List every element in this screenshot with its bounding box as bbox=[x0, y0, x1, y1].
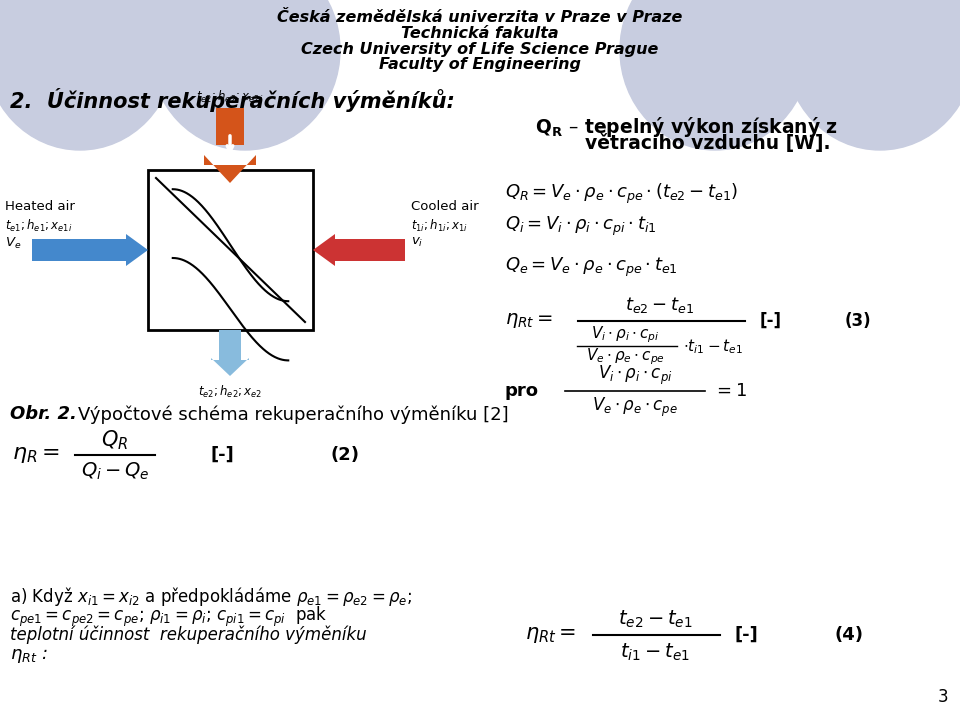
Text: Czech University of Life Science Prague: Czech University of Life Science Prague bbox=[301, 42, 659, 57]
FancyArrow shape bbox=[204, 155, 256, 183]
Text: $= 1$: $= 1$ bbox=[713, 382, 747, 400]
Text: $V_i \cdot\rho_i \cdot c_{pi}$: $V_i \cdot\rho_i \cdot c_{pi}$ bbox=[590, 325, 660, 345]
Bar bbox=[216, 108, 244, 145]
Text: (3): (3) bbox=[845, 312, 872, 330]
Text: [-]: [-] bbox=[735, 626, 758, 644]
Ellipse shape bbox=[620, 0, 810, 150]
Text: $t_{e2}; h_{e2}; x_{e2}$: $t_{e2}; h_{e2}; x_{e2}$ bbox=[198, 384, 262, 400]
Text: $\cdot t_{i1} - t_{e1}$: $\cdot t_{i1} - t_{e1}$ bbox=[683, 337, 743, 356]
Text: [-]: [-] bbox=[760, 312, 782, 330]
Bar bbox=[80, 240, 105, 260]
Text: $t_{i1} - t_{e1}$: $t_{i1} - t_{e1}$ bbox=[620, 641, 690, 663]
Text: Výpočtové schéma rekuperačního výměníku [2]: Výpočtové schéma rekuperačního výměníku … bbox=[78, 405, 509, 424]
Text: $V_e$: $V_e$ bbox=[5, 236, 21, 251]
Text: $v_i$: $v_i$ bbox=[411, 236, 423, 249]
Text: větracího vzduchu [W].: větracího vzduchu [W]. bbox=[585, 134, 830, 153]
FancyArrow shape bbox=[313, 234, 405, 266]
FancyArrow shape bbox=[211, 358, 249, 376]
Bar bbox=[219, 330, 241, 362]
Text: $Q_e = V_e \cdot\rho_e \cdot c_{pe} \cdot t_{e1}$: $Q_e = V_e \cdot\rho_e \cdot c_{pe} \cdo… bbox=[505, 256, 678, 279]
Text: $c_{pe1} = c_{pe2} = c_{pe}$; $\rho_{i1} = \rho_i$; $c_{pi1} = c_{pi}$  pak: $c_{pe1} = c_{pe2} = c_{pe}$; $\rho_{i1}… bbox=[10, 605, 327, 629]
Text: Faculty of Engineering: Faculty of Engineering bbox=[379, 57, 581, 72]
Bar bbox=[338, 240, 380, 260]
Text: (4): (4) bbox=[835, 626, 864, 644]
Text: Heated air: Heated air bbox=[5, 200, 75, 213]
Text: $\eta_{Rt}$ :: $\eta_{Rt}$ : bbox=[10, 647, 48, 665]
FancyArrow shape bbox=[32, 234, 148, 266]
Text: $t_{e2} - t_{e1}$: $t_{e2} - t_{e1}$ bbox=[626, 295, 694, 315]
Ellipse shape bbox=[0, 0, 175, 150]
Text: a) Když $x_{i1} = x_{i2}$ a předpokládáme $\rho_{e1} = \rho_{e2} = \rho_e$;: a) Když $x_{i1} = x_{i2}$ a předpokládám… bbox=[10, 585, 412, 608]
Text: $Q_i = V_i \cdot\rho_i \cdot c_{pi} \cdot t_{i1}$: $Q_i = V_i \cdot\rho_i \cdot c_{pi} \cdo… bbox=[505, 215, 657, 238]
Bar bbox=[32, 240, 74, 260]
Bar bbox=[148, 170, 313, 330]
Text: $\eta_{Rt} =$: $\eta_{Rt} =$ bbox=[505, 312, 553, 330]
Text: $t_{1i}; h_{1i}; x_{1i}$: $t_{1i}; h_{1i}; x_{1i}$ bbox=[411, 218, 468, 234]
Ellipse shape bbox=[785, 0, 960, 150]
Text: teplotní účinnost  rekuperačního výměníku: teplotní účinnost rekuperačního výměníku bbox=[10, 625, 367, 643]
Text: Cooled air: Cooled air bbox=[411, 200, 479, 213]
Ellipse shape bbox=[150, 0, 340, 150]
Text: Česká zemědělská univerzita v Praze v Praze: Česká zemědělská univerzita v Praze v Pr… bbox=[277, 10, 683, 25]
Text: pro: pro bbox=[505, 382, 539, 400]
Text: $V_e \cdot\rho_e \cdot c_{pe}$: $V_e \cdot\rho_e \cdot c_{pe}$ bbox=[592, 396, 678, 419]
Text: $Q_R$: $Q_R$ bbox=[102, 428, 129, 452]
Text: $\eta_R =$: $\eta_R =$ bbox=[12, 445, 60, 465]
Text: $Q_R = V_e \cdot\rho_e \cdot c_{pe} \cdot(t_{e2}-t_{e1})$: $Q_R = V_e \cdot\rho_e \cdot c_{pe} \cdo… bbox=[505, 182, 738, 206]
Text: $Q_i - Q_e$: $Q_i - Q_e$ bbox=[81, 460, 150, 482]
Text: (2): (2) bbox=[330, 446, 359, 464]
Text: [-]: [-] bbox=[210, 446, 233, 464]
Text: $\eta_{Rt} =$: $\eta_{Rt} =$ bbox=[525, 625, 576, 645]
Text: $t_{e1}; h_{e1}; x_{e1i}$: $t_{e1}; h_{e1}; x_{e1i}$ bbox=[5, 218, 72, 234]
Text: $V_e \cdot\rho_e \cdot c_{pe}$: $V_e \cdot\rho_e \cdot c_{pe}$ bbox=[586, 347, 664, 368]
Text: 2.  Účinnost rekuperačních výměníků:: 2. Účinnost rekuperačních výměníků: bbox=[10, 88, 455, 112]
Text: $t_{e2} - t_{e1}$: $t_{e2} - t_{e1}$ bbox=[617, 608, 692, 630]
Text: 3: 3 bbox=[937, 688, 948, 706]
Text: $t_{e2}; h_{e2}; x_{e2i}$: $t_{e2}; h_{e2}; x_{e2i}$ bbox=[197, 89, 264, 105]
Text: Obr. 2.: Obr. 2. bbox=[10, 405, 77, 423]
Text: $\mathbf{Q_R}$ – tepelný výkon získaný z: $\mathbf{Q_R}$ – tepelný výkon získaný z bbox=[535, 115, 838, 139]
Text: Technická fakulta: Technická fakulta bbox=[401, 26, 559, 41]
Text: $V_i \cdot\rho_i \cdot c_{pi}$: $V_i \cdot\rho_i \cdot c_{pi}$ bbox=[598, 363, 672, 386]
